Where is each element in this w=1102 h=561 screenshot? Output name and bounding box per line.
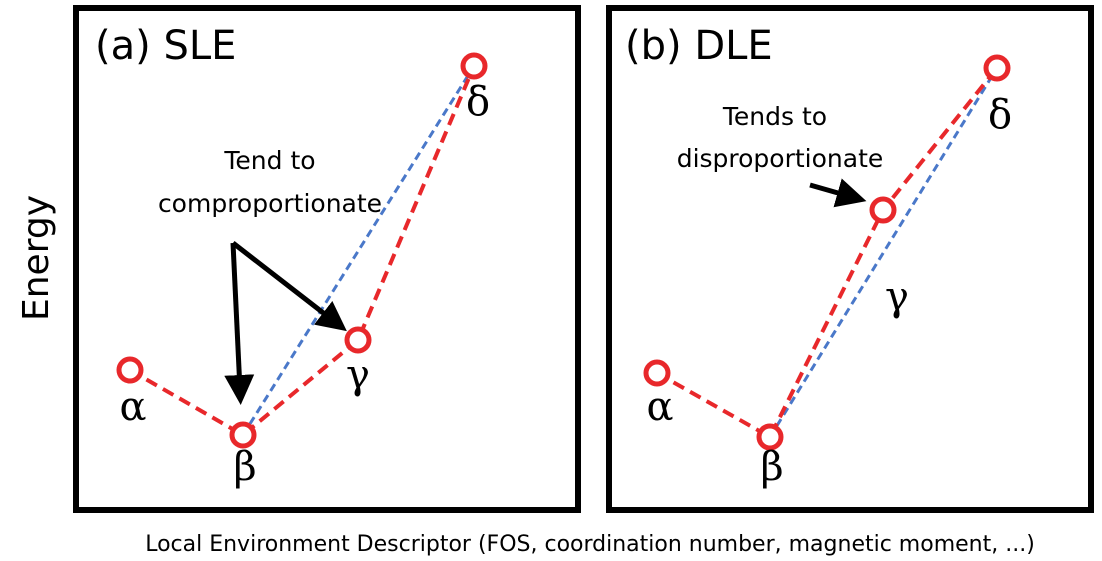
reference-line [768,67,999,438]
x-label: Local Environment Descriptor (FOS, coord… [145,532,1035,557]
arrow [224,242,255,405]
node-label: γ [885,274,909,320]
node [643,359,671,387]
reference-line [241,65,476,436]
annotation: disproportionate [677,144,884,173]
annotation: Tend to [223,146,315,175]
annotation: Tends to [722,102,827,131]
energy-path [656,66,999,440]
node-label: β [233,444,256,490]
annotation: comproportionate [158,189,382,218]
panel-title: (a) SLE [95,23,236,69]
arrow [809,178,867,208]
panel-frame [73,5,581,513]
energy-path [129,65,476,438]
node [116,356,144,384]
y-label: Energy [16,195,57,321]
panel-title: (b) DLE [625,23,773,69]
node-label: γ [346,352,370,398]
node-label: α [646,384,673,430]
node-label: δ [988,92,1012,138]
arrow [231,241,347,332]
panel-frame [606,5,1094,513]
node-label: β [760,444,783,490]
node [460,52,488,80]
node [869,196,897,224]
node [983,54,1011,82]
node [344,326,372,354]
node-label: α [119,384,146,430]
node [756,423,784,451]
node-label: δ [466,79,490,125]
node [229,421,257,449]
